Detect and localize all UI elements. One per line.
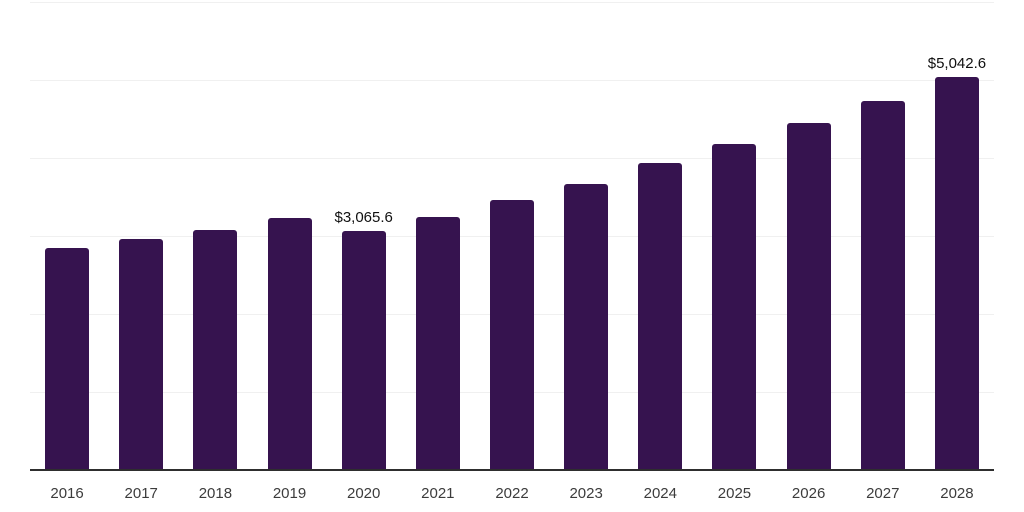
bar-2017 [119, 239, 164, 470]
bar-2019 [267, 218, 312, 470]
bar-2016 [45, 248, 90, 470]
x-tick-label-2020: 2020 [347, 485, 381, 502]
gridline-5000 [30, 80, 994, 81]
bar-2022 [490, 199, 534, 470]
gridline-4000 [30, 158, 994, 159]
x-tick-label-2025: 2025 [717, 485, 752, 502]
bar-2018 [193, 229, 238, 470]
x-tick-label-2023: 2023 [569, 485, 603, 502]
bar-2028 [934, 76, 979, 470]
gridline-6000 [30, 2, 994, 3]
bar-2027 [860, 101, 905, 470]
x-tick-label-2024: 2024 [643, 485, 677, 502]
value-label-2020: $3,065.6 [334, 208, 393, 226]
x-tick-label-2016: 2016 [50, 485, 84, 502]
bar-2025 [712, 144, 757, 470]
bar-2024 [638, 163, 683, 470]
x-tick-label-2026: 2026 [791, 485, 826, 502]
x-tick-label-2017: 2017 [124, 485, 158, 502]
x-axis-line [30, 469, 994, 471]
x-tick-label-2019: 2019 [272, 485, 307, 502]
plot-area: $3,065.6 $5,042.6 [30, 2, 994, 470]
x-tick-label-2022: 2022 [495, 485, 529, 502]
x-tick-label-2018: 2018 [198, 485, 233, 502]
x-tick-label-2027: 2027 [866, 485, 900, 502]
value-label-2028: $5,042.6 [927, 54, 987, 72]
x-tick-label-2028: 2028 [940, 485, 974, 502]
bar-2023 [564, 183, 609, 470]
bar-2021 [415, 216, 460, 470]
bar-2026 [786, 123, 831, 470]
bar-2020 [341, 230, 386, 470]
x-tick-label-2021: 2021 [421, 485, 455, 502]
